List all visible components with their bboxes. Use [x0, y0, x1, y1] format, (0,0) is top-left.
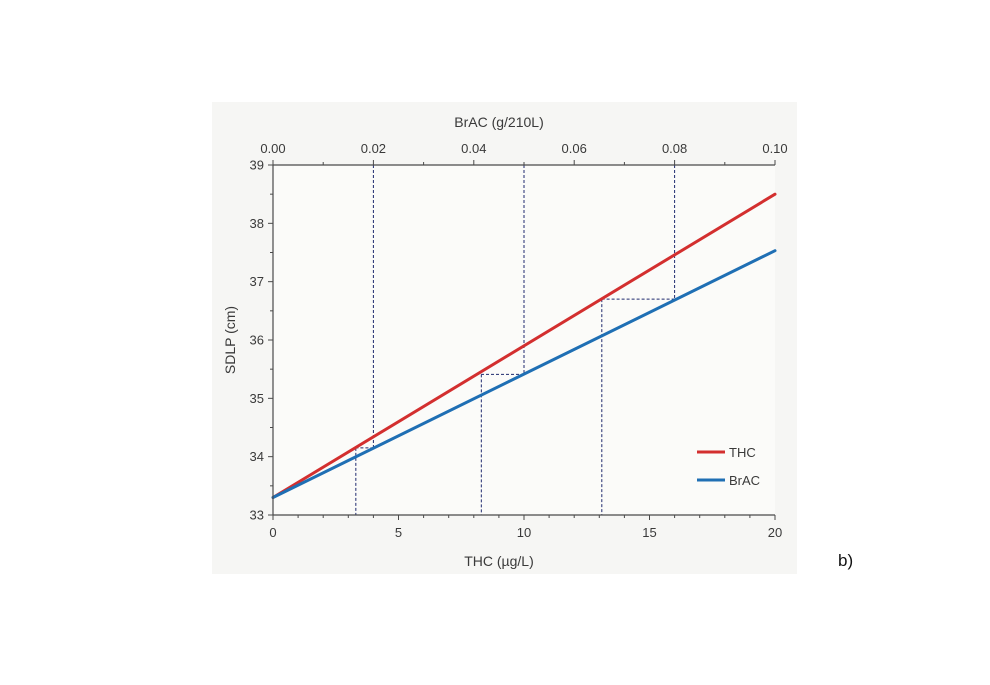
- series-line-brac: [271, 249, 777, 499]
- legend-label-thc: THC: [729, 445, 756, 460]
- panel-label: b): [838, 551, 854, 570]
- legend-label-brac: BrAC: [729, 473, 760, 488]
- x-top-tick-label: 0.06: [562, 141, 587, 156]
- series-layer: [271, 192, 777, 499]
- y-tick-label: 38: [250, 216, 264, 231]
- y-ticks: 33 34 35 36 37 38 39: [250, 158, 273, 523]
- series-line-thc: [271, 192, 777, 499]
- y-tick-label: 34: [250, 449, 264, 464]
- x-top-tick-label: 0.08: [662, 141, 687, 156]
- y-tick-label: 37: [250, 274, 264, 289]
- x-bottom-tick-label: 20: [768, 525, 782, 540]
- y-tick-label: 39: [250, 158, 264, 173]
- y-tick-label: 33: [250, 508, 264, 523]
- x-bottom-tick-label: 5: [395, 525, 402, 540]
- x-top-tick-label: 0.10: [762, 141, 787, 156]
- y-tick-label: 35: [250, 391, 264, 406]
- x-top-tick-label: 0.00: [260, 141, 285, 156]
- x-bottom-ticks: 0 5 10 15 20: [269, 515, 782, 540]
- x-top-ticks: 0.00 0.02 0.04 0.06 0.08 0.10: [260, 141, 788, 165]
- y-axis-title: SDLP (cm): [222, 306, 238, 374]
- y-tick-label: 36: [250, 333, 264, 348]
- x-bottom-tick-label: 15: [642, 525, 656, 540]
- x-top-tick-label: 0.02: [361, 141, 386, 156]
- x-bottom-axis-title: THC (µg/L): [464, 553, 534, 569]
- legend: THC BrAC: [697, 445, 760, 488]
- x-top-axis-title: BrAC (g/210L): [454, 114, 543, 130]
- x-bottom-tick-label: 10: [517, 525, 531, 540]
- x-bottom-tick-label: 0: [269, 525, 276, 540]
- x-top-tick-label: 0.04: [461, 141, 486, 156]
